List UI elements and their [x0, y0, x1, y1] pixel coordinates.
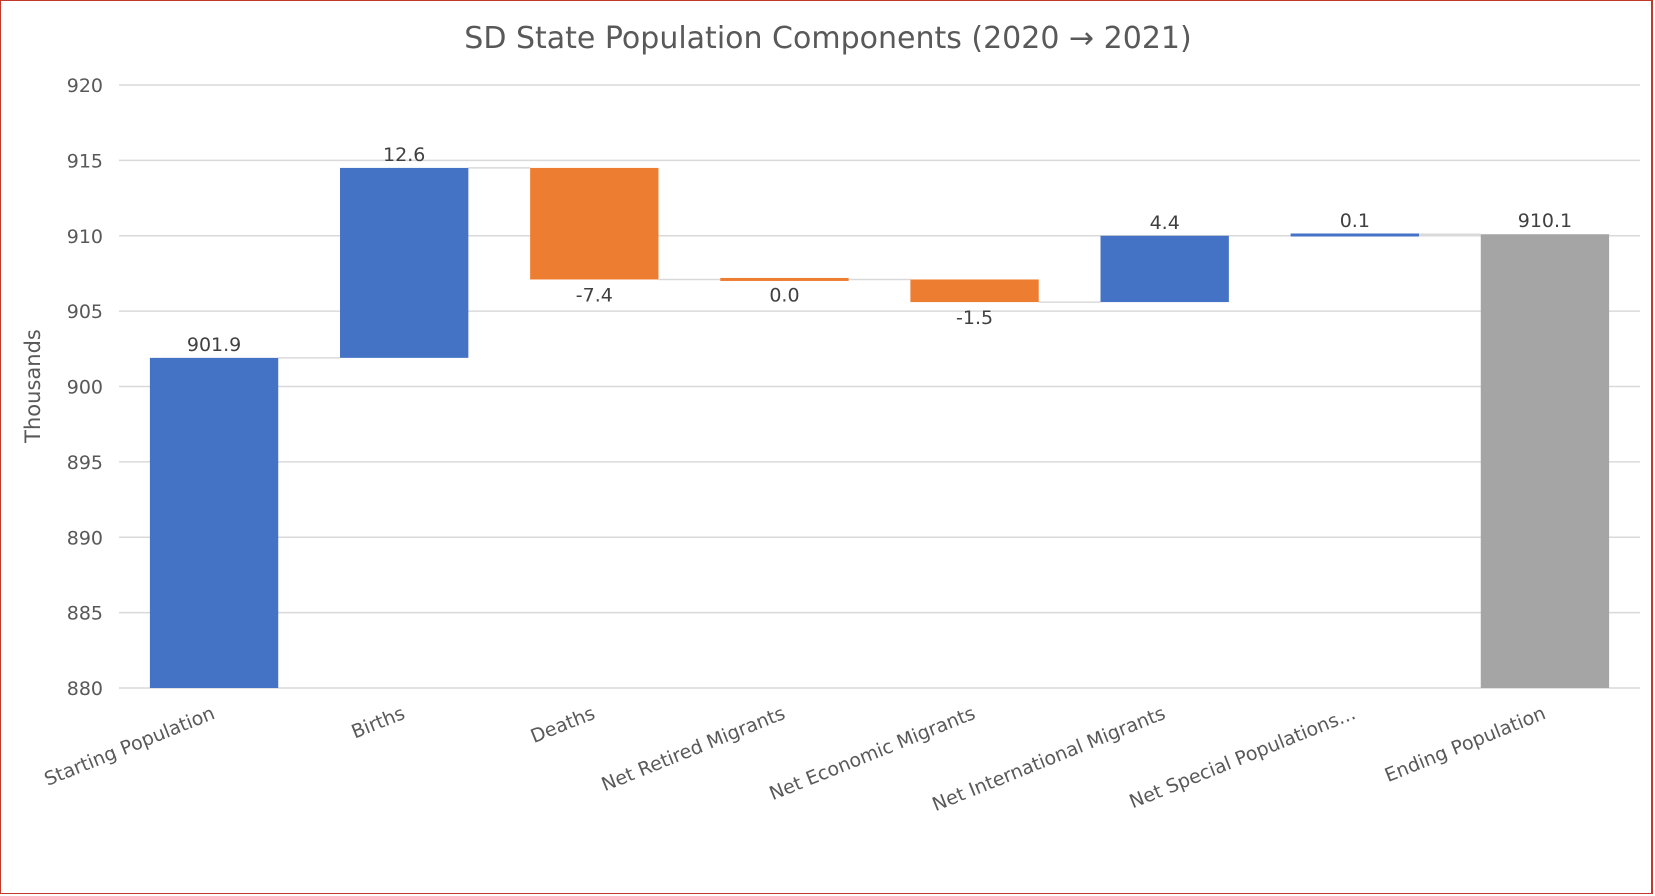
data-label: 0.0 [769, 284, 799, 306]
y-tick-label: 900 [67, 377, 103, 399]
data-label: 0.1 [1340, 210, 1370, 232]
y-axis-ticks: 880 885 890 895 900 905 910 915 920 [67, 75, 103, 700]
data-label: 901.9 [187, 334, 241, 356]
data-labels: 901.9 12.6 -7.4 0.0 -1.5 4.4 0.1 910.1 [187, 144, 1572, 356]
y-tick-label: 885 [67, 603, 103, 625]
x-tick-label: Deaths [527, 702, 598, 748]
bars [149, 167, 1610, 688]
y-tick-label: 915 [67, 150, 103, 172]
y-tick-label: 920 [67, 75, 103, 97]
y-tick-label: 895 [67, 452, 103, 474]
y-axis-label: Thousands [21, 329, 45, 444]
bar-deaths [530, 167, 659, 280]
data-label: 910.1 [1518, 210, 1572, 232]
bar-starting-population [149, 357, 279, 688]
data-label: -1.5 [956, 307, 993, 329]
bar-net-economic-migrants [910, 279, 1039, 303]
data-label: -7.4 [576, 284, 613, 306]
bar-births [340, 167, 469, 358]
x-tick-label: Births [348, 702, 408, 743]
y-tick-label: 910 [67, 226, 103, 248]
x-tick-label: Net Retired Migrants [598, 702, 788, 796]
bar-ending-population [1480, 234, 1610, 688]
y-tick-label: 890 [67, 527, 103, 549]
bar-net-international-migrants [1100, 235, 1229, 303]
x-axis-ticks: Starting Population Births Deaths Net Retir… [41, 702, 1549, 816]
chart-title: SD State Population Components (2020 → 2… [464, 21, 1191, 56]
x-tick-label: Ending Population [1382, 702, 1549, 787]
data-label: 12.6 [383, 144, 425, 166]
y-tick-label: 905 [67, 301, 103, 323]
y-tick-label: 880 [67, 678, 103, 700]
connector-lines [278, 167, 1481, 359]
bar-net-special-populations [1290, 233, 1419, 237]
x-tick-label: Starting Population [41, 702, 218, 790]
bar-net-retired-migrants [720, 277, 849, 281]
data-label: 4.4 [1150, 212, 1180, 234]
